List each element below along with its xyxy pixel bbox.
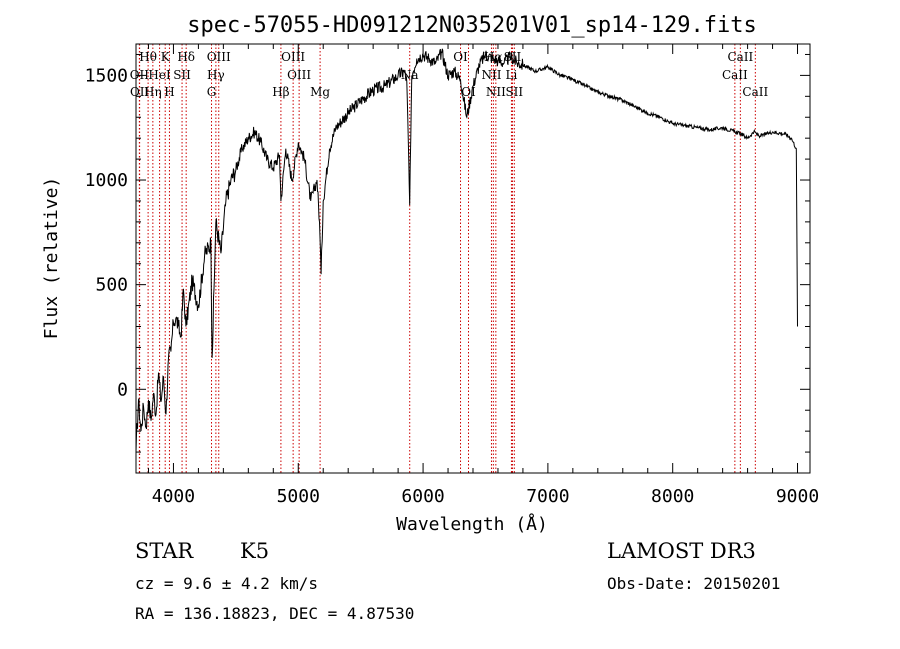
x-axis-label: Wavelength (Å): [396, 513, 548, 535]
line-label: Hθ: [139, 50, 157, 64]
line-label: Hβ: [272, 85, 289, 99]
plot-frame: [135, 43, 811, 474]
observation-date: Obs-Date: 20150201: [607, 574, 781, 593]
line-label: SII: [505, 85, 523, 99]
x-tick-label: 4000: [152, 486, 195, 507]
line-label: H: [164, 85, 174, 99]
line-label: Li: [506, 68, 518, 82]
line-label: OIII: [207, 50, 231, 64]
line-markers: [138, 44, 756, 473]
line-label: G: [207, 85, 217, 99]
line-label: NII: [486, 85, 506, 99]
axis-ticks: 4000 5000 6000 7000 8000 9000 0 500 1000 1500: [85, 44, 819, 507]
object-class: STAR: [135, 539, 194, 563]
line-label: CaII: [722, 68, 748, 82]
y-tick-label: 1000: [85, 170, 128, 191]
y-tick-label: 0: [117, 379, 128, 400]
line-label: OII: [130, 85, 150, 99]
x-tick-label: 7000: [526, 486, 569, 507]
line-label: OI: [453, 50, 468, 64]
line-label: NII: [481, 68, 501, 82]
line-label: Mg: [310, 85, 330, 99]
line-label: CaII: [727, 50, 753, 64]
y-tick-label: 500: [95, 275, 128, 296]
line-label: HeI: [148, 68, 171, 82]
line-label: K: [161, 50, 171, 64]
x-tick-label: 8000: [651, 486, 694, 507]
line-label: Hγ: [207, 68, 225, 82]
line-label: CaII: [742, 85, 768, 99]
line-label: OIII: [287, 68, 311, 82]
redshift-cz: cz = 9.6 ± 4.2 km/s: [135, 574, 319, 593]
coordinates: RA = 136.18823, DEC = 4.87530: [135, 604, 415, 623]
chart-title: spec-57055-HD091212N035201V01_sp14-129.f…: [187, 13, 757, 38]
y-tick-label: 1500: [85, 65, 128, 86]
x-tick-label: 5000: [277, 486, 320, 507]
spectrum-line: [135, 48, 798, 453]
survey-name: LAMOST DR3: [607, 539, 756, 563]
object-subclass: K5: [240, 539, 270, 563]
line-label: SII: [173, 68, 191, 82]
x-tick-label: 9000: [776, 486, 819, 507]
x-tick-label: 6000: [401, 486, 444, 507]
line-label: Hδ: [177, 50, 195, 64]
line-label: Hη: [144, 85, 162, 99]
y-axis-label: Flux (relative): [41, 177, 62, 340]
line-label: OIII: [281, 50, 305, 64]
